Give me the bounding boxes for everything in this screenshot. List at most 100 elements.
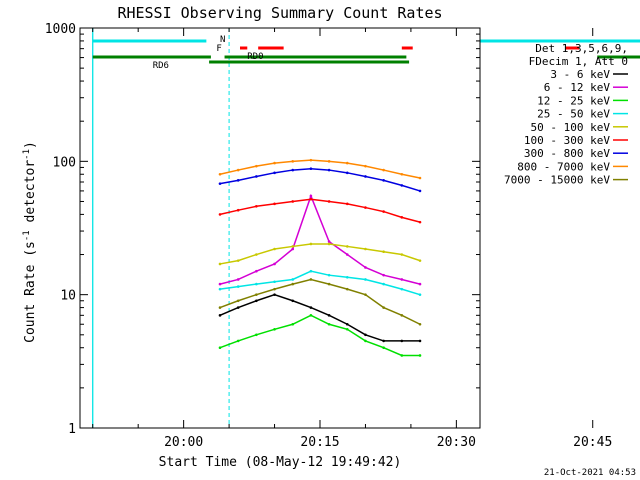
series-1-point-4 [291, 247, 295, 251]
series-7-point-5 [309, 158, 313, 162]
series-line-7 [219, 159, 421, 179]
legend-label-0: 3 - 6 keV [550, 68, 610, 81]
series-3-point-9 [382, 282, 385, 286]
series-line-8 [219, 278, 421, 325]
series-2-point-5 [309, 314, 313, 317]
series-8-point-1 [236, 299, 240, 303]
series-7-point-11 [418, 176, 422, 180]
series-line-6 [219, 167, 421, 192]
series-2-point-9 [382, 346, 385, 350]
series-8-point-5 [309, 278, 313, 281]
series-3-point-3 [273, 280, 276, 284]
series-0-point-8 [364, 333, 367, 337]
legend-header-1: FDecim 1, Att 0 [529, 55, 628, 68]
series-3-point-11 [418, 293, 422, 296]
series-5-point-7 [345, 202, 349, 206]
series-5-point-1 [236, 208, 240, 212]
y-tick-label-0: 1 [68, 422, 76, 437]
series-2-point-7 [345, 327, 349, 331]
series-4-point-1 [236, 259, 240, 262]
series-1-point-2 [255, 269, 258, 273]
series-8-point-7 [345, 287, 349, 291]
series-3-point-6 [327, 273, 331, 277]
series-8-point-3 [273, 287, 276, 291]
chart-title: RHESSI Observing Summary Count Rates [117, 4, 442, 22]
series-7-point-8 [364, 164, 367, 168]
series-8-point-4 [291, 282, 295, 286]
series-line-2 [219, 314, 420, 357]
y-axis-label-mid: detector [23, 160, 38, 231]
series-7-point-6 [327, 160, 331, 163]
timestamp: 21-Oct-2021 04:53 [544, 468, 636, 478]
series-1-point-5 [309, 194, 313, 198]
series-0-point-4 [291, 299, 295, 303]
series-2-point-1 [236, 339, 240, 343]
series-0-point-3 [273, 293, 276, 296]
series-6-point-0 [218, 182, 222, 185]
series-7-point-3 [273, 161, 276, 165]
y-axis-label: Count Rate (s-1 detector-1) [22, 141, 38, 343]
series-4-point-4 [291, 245, 295, 248]
series-4-point-9 [382, 250, 385, 254]
series-4-point-6 [327, 242, 331, 246]
series-1-point-6 [327, 240, 331, 243]
y-axis-label-main: Count Rate (s [23, 241, 38, 343]
series-3-point-8 [364, 278, 367, 281]
plot-frame [79, 27, 481, 429]
series-2-point-8 [364, 339, 367, 343]
series-6-point-1 [236, 179, 240, 182]
series-6-point-11 [418, 189, 422, 193]
series-5-point-3 [273, 202, 276, 206]
series-6-point-10 [400, 184, 404, 187]
series-3-point-10 [400, 287, 404, 291]
series-0-point-10 [400, 339, 404, 343]
series-4-point-11 [418, 259, 422, 262]
series-5-point-5 [309, 197, 313, 201]
plot-area [92, 28, 230, 428]
series-1-point-10 [400, 278, 404, 281]
series-6-point-2 [255, 175, 258, 178]
series-3-point-0 [218, 287, 222, 291]
y-axis-label-sup2: -1 [22, 149, 32, 160]
series-8-point-9 [382, 306, 385, 309]
series-8-point-11 [418, 322, 422, 326]
series-7-point-4 [291, 160, 295, 163]
series-1-point-0 [218, 282, 222, 286]
series-3-point-7 [345, 275, 349, 279]
series-0-point-5 [309, 306, 313, 309]
series-4-point-5 [309, 242, 313, 246]
series-7-point-0 [218, 172, 222, 176]
series-7-point-1 [236, 168, 240, 172]
series-4-point-0 [218, 262, 222, 266]
series-0-point-11 [418, 339, 422, 343]
series-6-point-9 [382, 179, 385, 182]
legend-label-1: 6 - 12 keV [544, 81, 611, 94]
series-3-point-4 [291, 278, 295, 281]
series-6-point-4 [291, 168, 295, 172]
series-0-point-2 [255, 299, 258, 303]
series-0-point-0 [218, 314, 222, 317]
series-8-point-6 [327, 282, 331, 286]
series-4-point-7 [345, 245, 349, 248]
series-2-point-4 [291, 322, 295, 326]
series-line-0 [219, 293, 420, 342]
legend-label-6: 300 - 800 keV [524, 147, 610, 160]
series-2-point-11 [418, 354, 422, 357]
series-6-point-5 [309, 167, 313, 171]
legend-layer: Det 1,3,5,6,9,FDecim 1, Att 03 - 6 keV6 … [504, 42, 628, 187]
series-0-point-9 [382, 339, 385, 343]
series-0-point-7 [345, 322, 349, 326]
series-2-point-0 [218, 346, 222, 350]
series-0-point-1 [236, 306, 240, 309]
series-6-point-8 [364, 175, 367, 178]
series-line-4 [219, 243, 421, 265]
series-6-point-7 [345, 171, 349, 175]
legend-label-3: 25 - 50 keV [537, 108, 610, 121]
series-3-point-5 [309, 269, 313, 273]
series-3-point-1 [236, 285, 240, 288]
series-0-point-6 [327, 314, 331, 317]
series-5-point-8 [364, 206, 367, 209]
x-tick-label-1: 20:15 [300, 435, 339, 450]
